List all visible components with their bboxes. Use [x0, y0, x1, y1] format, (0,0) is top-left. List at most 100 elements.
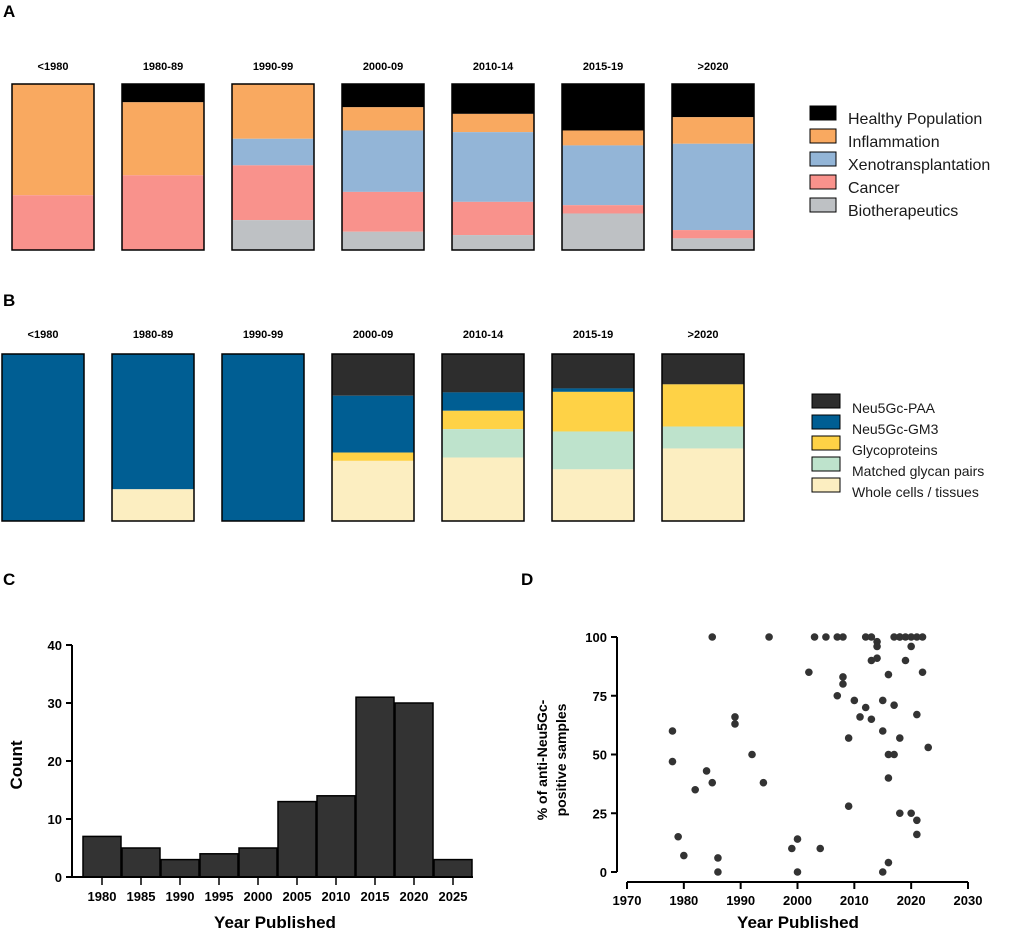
- panel-a-bar-outline: [341, 83, 425, 251]
- panel-a-segment-xenotransplantation: [452, 132, 534, 202]
- panel-d-point: [918, 668, 927, 677]
- panel-a-legend-label-biotherapeutics: Biotherapeutics: [848, 203, 958, 220]
- panel-d-point: [788, 844, 796, 853]
- panel-c-x-tick-label: 1980: [88, 889, 117, 904]
- panel-d-point: [924, 743, 933, 752]
- panel-b-bar-outline: [221, 353, 305, 522]
- panel-d-y-tick-label: 50: [593, 748, 607, 763]
- panel-a-segment-cancer: [122, 175, 204, 250]
- panel-b-category-label: 2010-14: [463, 329, 504, 341]
- panel-d-point: [890, 750, 898, 759]
- panel-d-x-tick-label: 1970: [613, 893, 642, 908]
- panel-a-category-label: 1980-89: [143, 61, 183, 73]
- panel-b-segment-neu5gc-gm3: [222, 354, 304, 521]
- panel-d-ylabel-line1: % of anti-Neu5Gc-: [534, 699, 550, 820]
- panel-d-y-tick-label: 75: [593, 689, 607, 704]
- panel-a-segment-inflammation: [452, 113, 534, 133]
- panel-c-x-tick-label: 2010: [322, 889, 351, 904]
- panel-b-stacked-bars: <1980 1980-89 1990-99 2000-09 2010-14 2015-19…: [1, 329, 745, 522]
- panel-b-legend-swatch-glycoproteins: [811, 435, 841, 451]
- panel-a-segment-cancer: [12, 195, 94, 250]
- panel-d-point: [861, 633, 870, 641]
- panel-b-segment-matched-glycan-pairs: [442, 429, 524, 458]
- panel-b-segment-whole-cells-tissues: [662, 448, 744, 521]
- panel-c-y-tick-label: 10: [48, 812, 62, 827]
- panel-a-segment-xenotransplantation: [232, 138, 314, 166]
- panel-d-point: [674, 832, 682, 841]
- panel-b-segment-neu5gc-gm3: [442, 392, 524, 411]
- panel-d-point: [668, 727, 677, 735]
- panel-d-point: [708, 633, 717, 641]
- panel-d-scatter: 0 25 50 75 100 1970 1980 1990 2000 2010 2020 2030: [585, 630, 982, 908]
- panel-d-point: [896, 734, 904, 742]
- panel-a-category-label: 2015-19: [583, 61, 623, 73]
- panel-d-point: [731, 720, 739, 728]
- panel-d-ylabel-line2: positive samples: [553, 703, 569, 816]
- panel-d-y-tick-label: 100: [585, 630, 607, 645]
- panel-d-point: [680, 851, 688, 860]
- panel-d-point: [702, 767, 711, 775]
- panel-d-point: [878, 696, 887, 705]
- panel-a-segment-xenotransplantation: [672, 143, 754, 231]
- panel-b-legend-label-neu5gc-gm3: Neu5Gc-GM3: [852, 421, 939, 437]
- panel-b-category-label: 2015-19: [573, 329, 613, 341]
- panel-d-point: [873, 642, 881, 651]
- panel-d-x-tick-label: 2020: [897, 893, 926, 908]
- panel-a-segment-biotherapeutics: [672, 238, 754, 250]
- panel-b-legend-swatch-neu5gc-paa: [811, 393, 841, 409]
- panel-c-bar: [433, 858, 473, 878]
- panel-d-point: [714, 868, 722, 876]
- panel-d-point: [918, 633, 927, 641]
- panel-b-segment-neu5gc-gm3: [2, 354, 84, 521]
- panel-c-y-tick-label: 40: [48, 638, 62, 653]
- panel-d-point: [901, 633, 910, 641]
- panel-b-segment-glycoproteins: [332, 452, 414, 461]
- panel-d-point: [839, 633, 847, 641]
- panel-b-segment-glycoproteins: [662, 384, 744, 427]
- panel-c-y-tick-label: 20: [48, 754, 62, 769]
- panel-c-bar: [199, 853, 239, 878]
- panel-d-point: [822, 633, 830, 641]
- panel-d-point: [890, 701, 898, 709]
- panel-a-segment-inflammation: [232, 84, 314, 139]
- panel-a-segment-cancer: [452, 201, 534, 236]
- panel-c-bar: [238, 847, 278, 878]
- panel-b-category-label: 1980-89: [133, 329, 173, 341]
- panel-b-legend-label-whole-cells-tissues: Whole cells / tissues: [852, 484, 979, 500]
- panel-b-bar-outline: [661, 353, 745, 522]
- panel-a-segment-inflammation: [122, 102, 204, 176]
- panel-c-y-tick-label: 30: [48, 696, 62, 711]
- panel-a-bar-outline: [231, 83, 315, 251]
- panel-a-category-label: 1990-99: [253, 61, 293, 73]
- panel-a-segment-biotherapeutics: [452, 235, 534, 250]
- panel-d-point: [714, 854, 722, 862]
- panel-a-segment-cancer: [562, 205, 644, 214]
- panel-a-segment-biotherapeutics: [562, 213, 644, 250]
- panel-a-segment-inflammation: [342, 107, 424, 131]
- panel-c-y-tick-label: 0: [55, 870, 62, 885]
- panel-a-category-label: 2010-14: [473, 61, 514, 73]
- panel-c-x-tick-label: 1990: [166, 889, 195, 904]
- panel-c-bar: [121, 847, 161, 878]
- panel-d-point: [816, 844, 825, 853]
- panel-c-x-tick-label: 2015: [361, 889, 390, 904]
- panel-b-segment-neu5gc-gm3: [332, 395, 414, 453]
- panel-a-segment-biotherapeutics: [342, 231, 424, 250]
- panel-b-legend-swatch-neu5gc-gm3: [811, 414, 841, 430]
- panel-c-ylabel: Count: [7, 740, 26, 789]
- panel-c-x-tick-label: 2020: [400, 889, 429, 904]
- panel-b-segment-whole-cells-tissues: [112, 489, 194, 521]
- panel-d-y-tick-label: 0: [600, 865, 607, 880]
- panel-d-point: [901, 656, 910, 665]
- panel-c-bar: [355, 696, 395, 878]
- panel-b-category-label: <1980: [28, 329, 59, 341]
- panel-d-point: [691, 785, 699, 794]
- panel-a-category-label: >2020: [698, 61, 729, 73]
- panel-b-segment-whole-cells-tissues: [552, 469, 634, 521]
- panel-d-x-tick-label: 2000: [783, 893, 812, 908]
- panel-b-legend-swatch-matched-glycan-pairs: [811, 456, 841, 472]
- panel-b-segment-neu5gc-paa: [662, 354, 744, 385]
- panel-a-legend: Healthy Population Inflammation Xenotransp…: [809, 105, 990, 220]
- panel-b-segment-neu5gc-gm3: [552, 388, 634, 392]
